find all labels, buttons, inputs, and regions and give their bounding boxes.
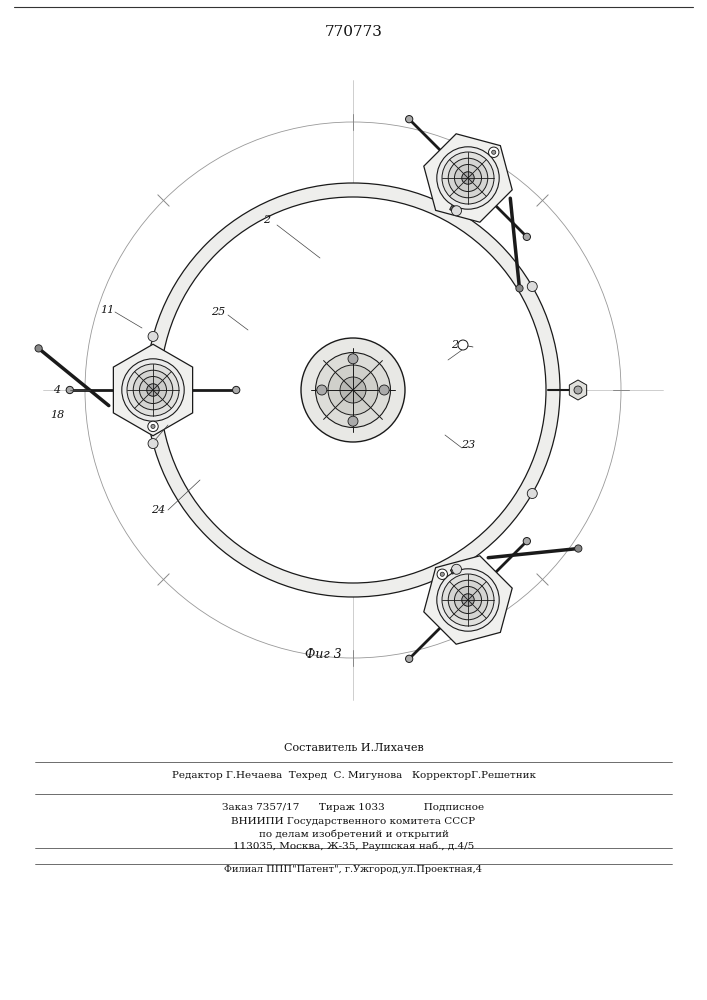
Circle shape — [122, 359, 185, 421]
Circle shape — [570, 382, 586, 398]
Circle shape — [455, 164, 481, 192]
Circle shape — [462, 172, 474, 184]
Text: 26: 26 — [451, 340, 465, 350]
Polygon shape — [569, 380, 587, 400]
Circle shape — [489, 147, 499, 157]
Text: 24: 24 — [151, 505, 165, 515]
Text: Составитель И.Лихачев: Составитель И.Лихачев — [284, 743, 423, 753]
Text: 23: 23 — [461, 440, 475, 450]
Circle shape — [440, 572, 444, 576]
Circle shape — [147, 384, 159, 396]
Circle shape — [340, 377, 366, 403]
Circle shape — [35, 345, 42, 352]
Circle shape — [452, 564, 462, 574]
Circle shape — [437, 147, 499, 209]
Circle shape — [139, 376, 167, 404]
Circle shape — [406, 655, 413, 662]
Circle shape — [491, 150, 496, 154]
Text: 11: 11 — [100, 305, 114, 315]
Circle shape — [451, 570, 452, 571]
Text: 770773: 770773 — [325, 25, 382, 39]
Circle shape — [575, 545, 582, 552]
Circle shape — [148, 331, 158, 341]
Circle shape — [301, 338, 405, 442]
Text: Заказ 7357/17      Тираж 1033            Подписное: Заказ 7357/17 Тираж 1033 Подписное — [223, 804, 484, 812]
Text: по делам изобретений и открытий: по делам изобретений и открытий — [259, 829, 448, 839]
Text: 25: 25 — [211, 307, 225, 317]
Circle shape — [452, 206, 462, 216]
Polygon shape — [423, 556, 512, 644]
Circle shape — [379, 385, 389, 395]
Circle shape — [442, 152, 494, 204]
Circle shape — [160, 197, 546, 583]
Circle shape — [448, 580, 488, 620]
Circle shape — [233, 386, 240, 394]
Circle shape — [523, 538, 530, 545]
Circle shape — [317, 385, 327, 395]
Text: Фиг 3: Фиг 3 — [305, 648, 341, 662]
Text: 18: 18 — [50, 410, 64, 420]
Circle shape — [66, 386, 74, 394]
Circle shape — [144, 389, 146, 391]
Text: 4: 4 — [54, 385, 61, 395]
Text: 2: 2 — [264, 215, 271, 225]
Circle shape — [574, 386, 582, 394]
Text: 6: 6 — [148, 440, 156, 450]
Circle shape — [516, 285, 523, 292]
Text: Редактор Г.Нечаева  Техред  С. Мигунова   КорректорГ.Решетник: Редактор Г.Нечаева Техред С. Мигунова Ко… — [172, 772, 535, 780]
Circle shape — [527, 488, 537, 498]
Polygon shape — [113, 344, 192, 436]
Circle shape — [462, 594, 474, 606]
Circle shape — [450, 209, 452, 210]
Circle shape — [151, 424, 155, 428]
Circle shape — [527, 282, 537, 292]
Polygon shape — [450, 206, 454, 211]
Circle shape — [452, 206, 453, 208]
Circle shape — [455, 586, 481, 614]
Circle shape — [406, 116, 413, 123]
Circle shape — [437, 569, 499, 631]
Circle shape — [442, 574, 494, 626]
Text: ВНИИПИ Государственного комитета СССР: ВНИИПИ Государственного комитета СССР — [231, 818, 476, 826]
Text: 113035, Москва, Ж-35, Раушская наб., д.4/5: 113035, Москва, Ж-35, Раушская наб., д.4… — [233, 841, 474, 851]
Circle shape — [328, 365, 378, 415]
Circle shape — [148, 439, 158, 449]
Circle shape — [348, 416, 358, 426]
Circle shape — [127, 364, 179, 416]
Polygon shape — [450, 569, 455, 574]
Text: Филиал ППП"Патент", г.Ужгород,ул.Проектная,4: Филиал ППП"Патент", г.Ужгород,ул.Проектн… — [225, 865, 482, 874]
Circle shape — [437, 569, 448, 579]
Circle shape — [452, 572, 454, 573]
Circle shape — [133, 370, 173, 410]
Circle shape — [523, 233, 530, 240]
Circle shape — [348, 354, 358, 364]
Circle shape — [448, 158, 488, 198]
Circle shape — [148, 421, 158, 432]
Polygon shape — [144, 389, 148, 391]
Circle shape — [315, 353, 390, 427]
Circle shape — [458, 340, 468, 350]
Circle shape — [146, 183, 560, 597]
Circle shape — [146, 389, 148, 391]
Polygon shape — [423, 134, 512, 222]
